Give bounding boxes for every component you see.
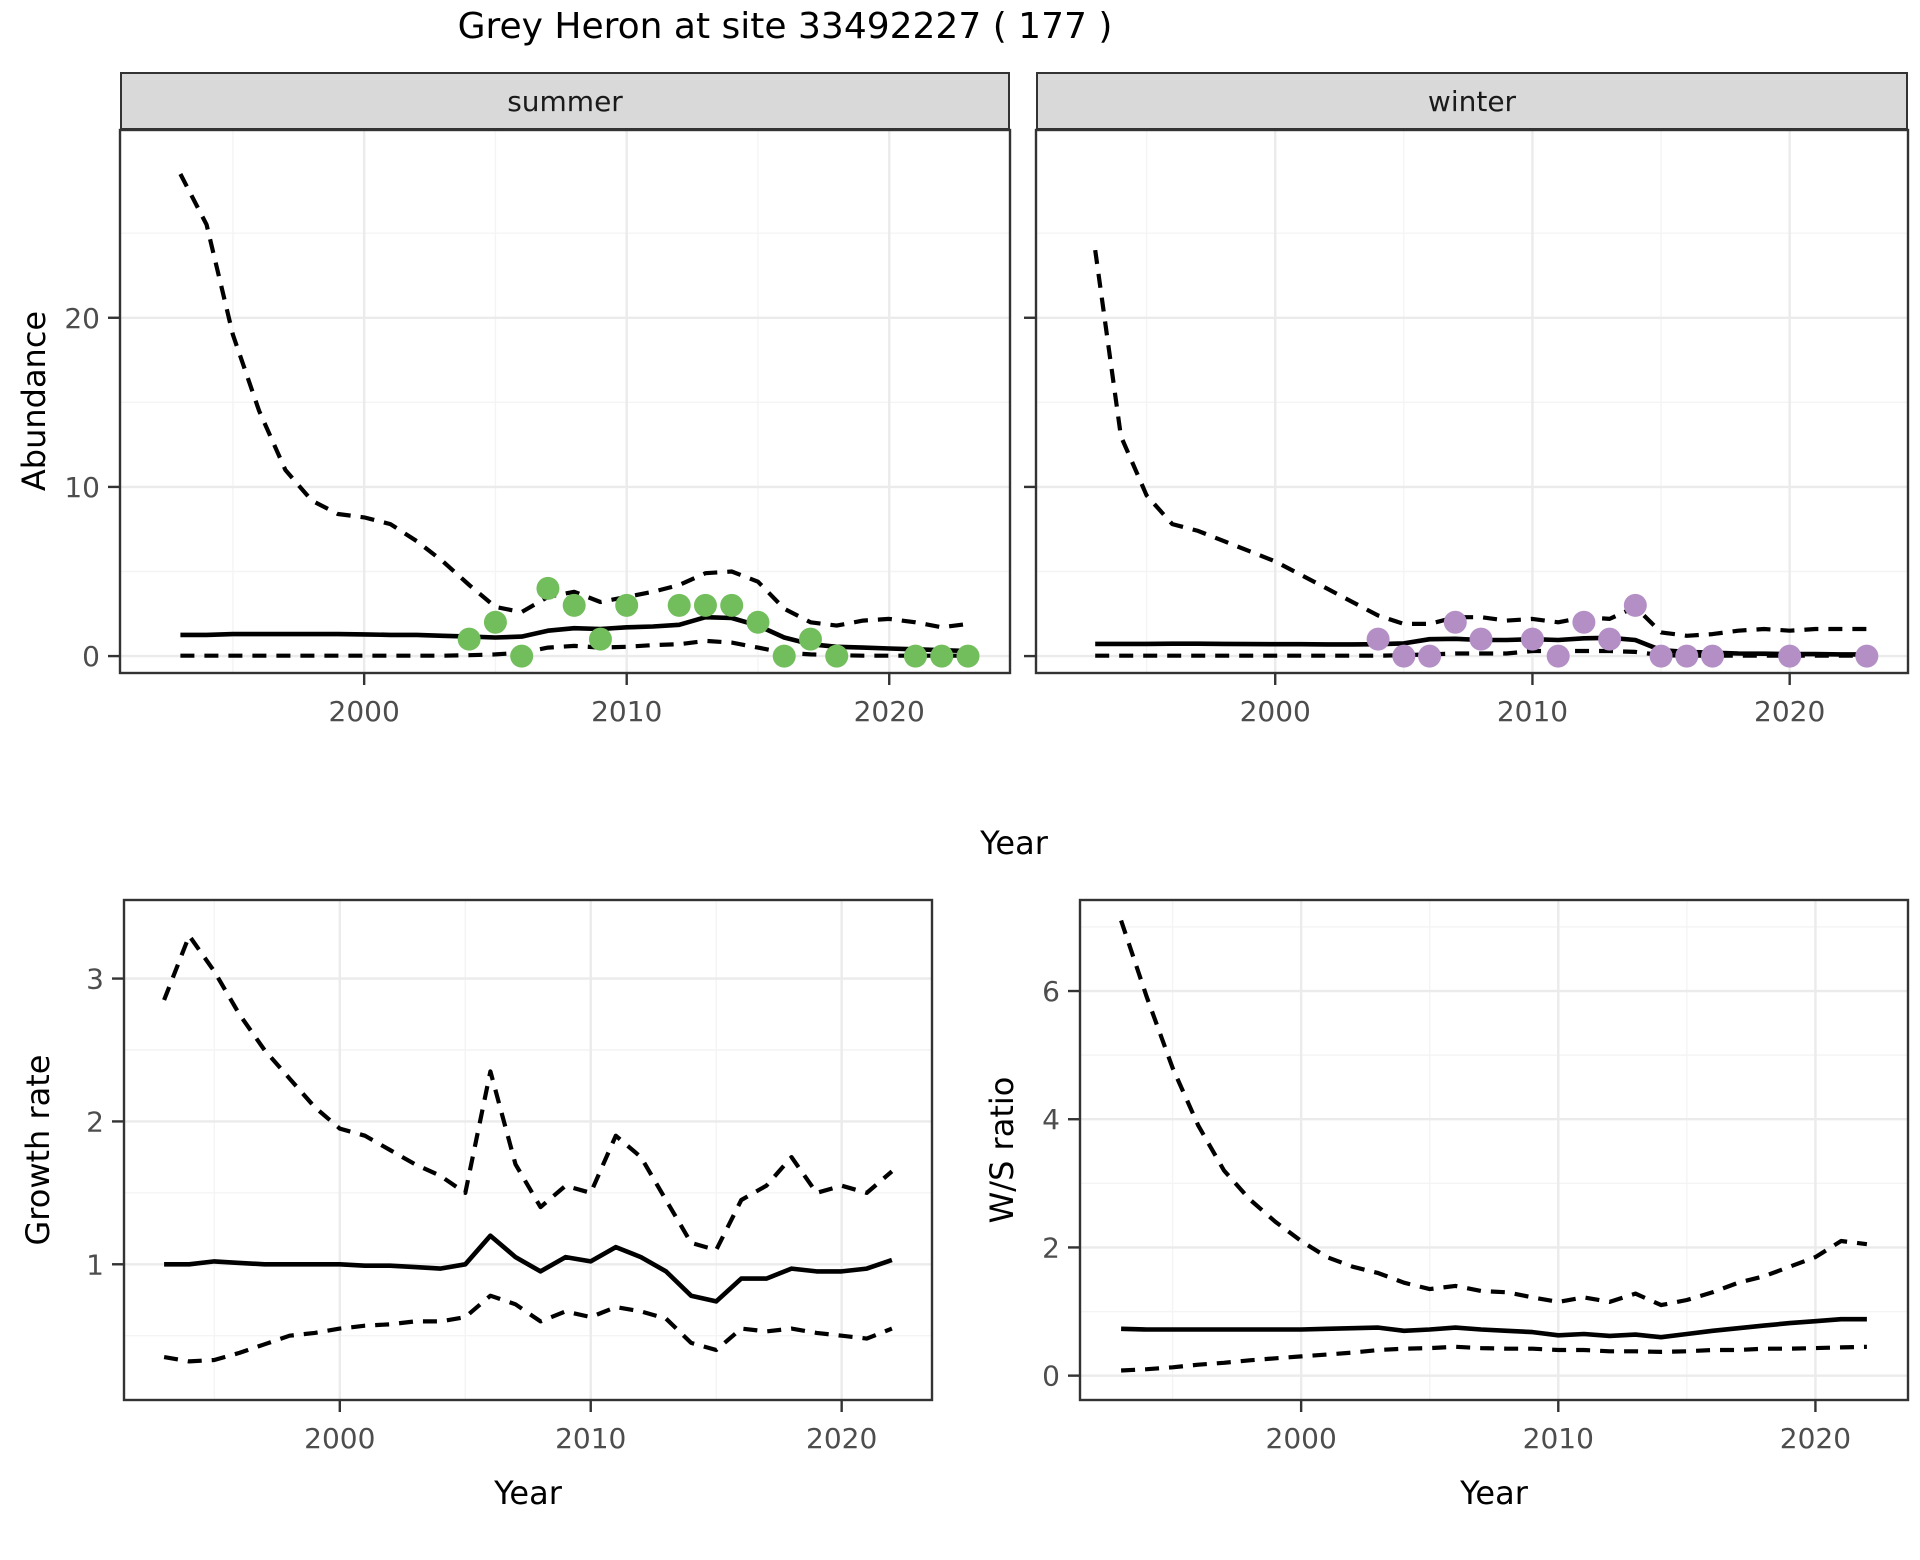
y-tick-label: 0 <box>82 640 100 673</box>
observation-point <box>1572 610 1596 634</box>
x-axis-title-year-top: Year <box>980 824 1048 862</box>
facet-strip-winter: winter <box>1036 72 1908 130</box>
upper-ci-line <box>1119 919 1868 1308</box>
panel-border <box>122 898 934 1402</box>
upper-ci-line <box>162 933 894 1253</box>
y-tick-label: 20 <box>64 302 100 335</box>
observation-point <box>693 593 717 617</box>
panel-growth: 2000 2010 2020 1 2 3 <box>86 898 934 1455</box>
observation-point <box>1366 627 1390 651</box>
observation-point <box>1418 644 1442 668</box>
observation-point <box>825 644 849 668</box>
observation-point <box>1546 644 1570 668</box>
observation-point <box>615 593 639 617</box>
figure-title: Grey Heron at site 33492227 ( 177 ) <box>457 6 1113 47</box>
observation-point <box>510 644 534 668</box>
upper-ci-line <box>1093 249 1867 638</box>
panel-ws: 2000 2010 2020 0 2 4 6 <box>1042 898 1910 1455</box>
y-tick-label: 2 <box>86 1105 104 1138</box>
observation-point <box>1649 644 1673 668</box>
x-tick-label: 2000 <box>304 1422 375 1455</box>
x-tick-label: 2010 <box>555 1422 626 1455</box>
y-axis-title-growth-rate: Growth rate <box>19 1054 57 1246</box>
y-tick-label: 10 <box>64 471 100 504</box>
x-tick-label: 2000 <box>329 695 400 728</box>
x-tick-label: 2020 <box>806 1422 877 1455</box>
y-tick-label: 3 <box>86 963 104 996</box>
y-tick-label: 4 <box>1042 1103 1060 1136</box>
y-tick-label: 6 <box>1042 975 1060 1008</box>
x-tick-label: 2000 <box>1266 1422 1337 1455</box>
lower-ci-line <box>1120 1344 1867 1373</box>
x-tick-label: 2020 <box>1754 695 1825 728</box>
observation-point <box>1623 593 1647 617</box>
x-tick-label: 2010 <box>1497 695 1568 728</box>
observation-point <box>1469 627 1493 651</box>
observation-point <box>562 593 586 617</box>
observation-point <box>667 593 691 617</box>
x-tick-label: 2020 <box>1780 1422 1851 1455</box>
y-tick-label: 2 <box>1042 1231 1060 1264</box>
observation-point <box>1392 644 1416 668</box>
observation-point <box>930 644 954 668</box>
observation-point <box>483 610 507 634</box>
observation-point <box>772 644 796 668</box>
observation-point <box>798 627 822 651</box>
panel-abundance-summer: 2000 2010 2020 0 10 20 <box>64 128 1012 728</box>
lower-ci-line <box>163 1293 893 1364</box>
facet-strip-summer-label: summer <box>507 84 623 118</box>
panel-border <box>1034 128 1910 675</box>
observation-point <box>1855 644 1879 668</box>
y-tick-label: 1 <box>86 1248 104 1281</box>
x-tick-label: 2010 <box>591 695 662 728</box>
observation-point <box>746 610 770 634</box>
panel-border <box>118 128 1012 675</box>
observation-point <box>536 576 560 600</box>
observation-point <box>956 644 980 668</box>
x-axis-title-year-ws: Year <box>1460 1474 1528 1512</box>
upper-ci-line <box>178 173 969 630</box>
fit-line <box>164 1233 893 1304</box>
y-axis-title-abundance: Abundance <box>15 310 53 492</box>
observation-point <box>1701 644 1725 668</box>
x-tick-label: 2010 <box>1523 1422 1594 1455</box>
observation-point <box>588 627 612 651</box>
panel-border <box>1078 898 1910 1402</box>
y-tick-label: 0 <box>1042 1360 1060 1393</box>
panel-abundance-winter: 2000 2010 2020 <box>1024 128 1910 728</box>
observation-point <box>1675 644 1699 668</box>
facet-strip-summer: summer <box>120 72 1010 130</box>
observation-point <box>1598 627 1622 651</box>
x-axis-title-year-growth: Year <box>494 1474 562 1512</box>
x-tick-label: 2000 <box>1240 695 1311 728</box>
observation-point <box>1443 610 1467 634</box>
y-axis-title-ws-ratio: W/S ratio <box>983 1076 1021 1224</box>
observation-point <box>903 644 927 668</box>
facet-strip-winter-label: winter <box>1427 84 1517 118</box>
fit-line <box>1121 1316 1867 1340</box>
observation-point <box>1778 644 1802 668</box>
observation-point <box>720 593 744 617</box>
lower-ci-line <box>1095 648 1867 658</box>
x-tick-label: 2020 <box>854 695 925 728</box>
observation-point <box>457 627 481 651</box>
observation-point <box>1520 627 1544 651</box>
